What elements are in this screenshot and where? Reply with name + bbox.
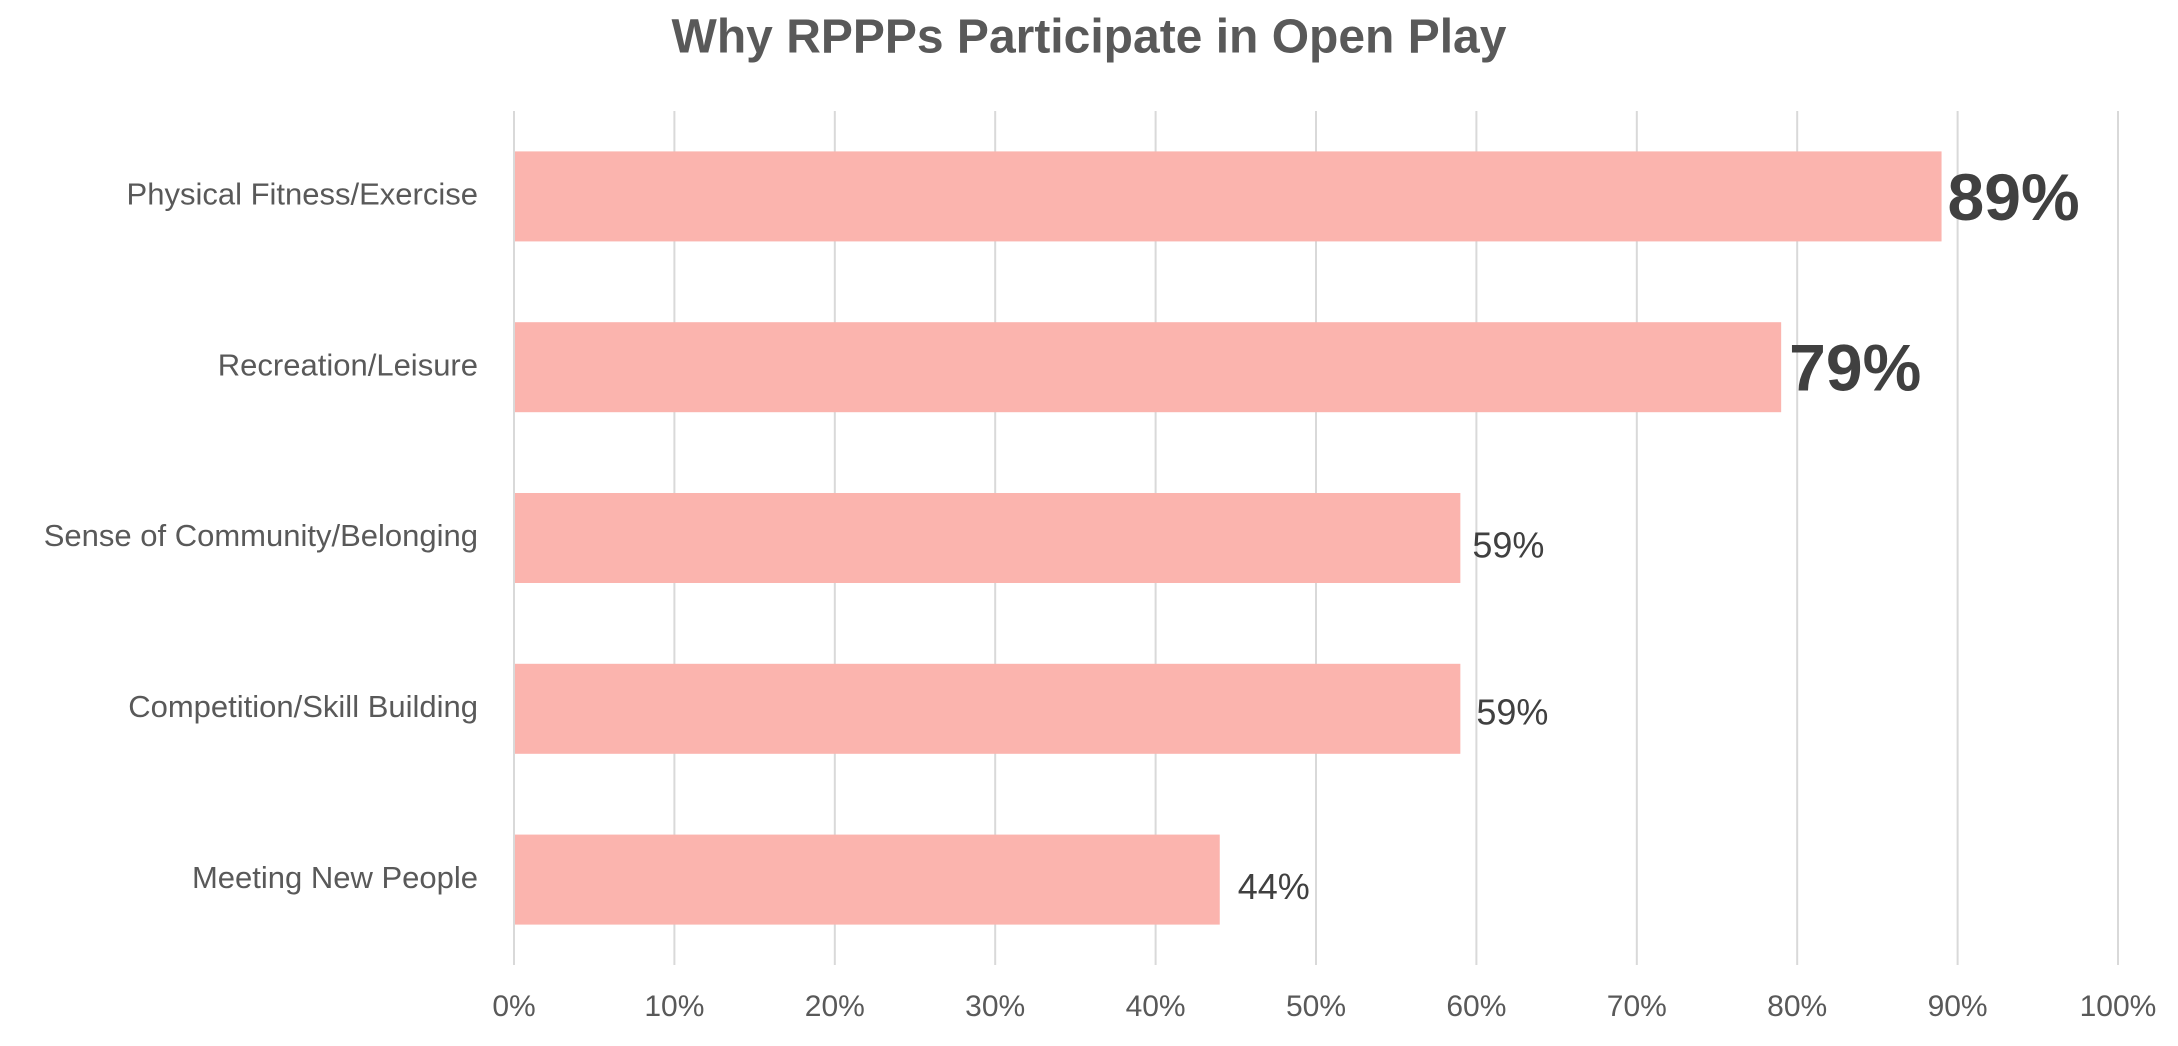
data-label: 59% xyxy=(1476,691,1548,732)
bar xyxy=(514,493,1461,583)
data-label: 59% xyxy=(1472,525,1544,566)
y-tick-label: Meeting New People xyxy=(192,860,478,895)
x-tick-label: 90% xyxy=(1928,990,1988,1023)
bar xyxy=(514,834,1220,925)
x-tick-label: 20% xyxy=(805,990,865,1023)
x-tick-label: 30% xyxy=(965,990,1025,1023)
x-tick-label: 100% xyxy=(2080,990,2157,1023)
x-tick-label: 0% xyxy=(492,990,535,1023)
y-tick-label: Recreation/Leisure xyxy=(218,347,478,382)
x-tick-label: 10% xyxy=(644,990,704,1023)
x-tick-label: 70% xyxy=(1607,990,1667,1023)
data-label: 89% xyxy=(1948,160,2080,234)
x-tick-label: 60% xyxy=(1446,990,1506,1023)
y-tick-label: Competition/Skill Building xyxy=(128,689,478,724)
data-label: 79% xyxy=(1789,331,1921,405)
x-tick-label: 50% xyxy=(1286,990,1346,1023)
data-label: 44% xyxy=(1238,866,1310,907)
bar xyxy=(514,151,1942,242)
x-tick-label: 40% xyxy=(1126,990,1186,1023)
y-tick-label: Physical Fitness/Exercise xyxy=(127,177,478,212)
chart-title: Why RPPPs Participate in Open Play xyxy=(672,11,1507,64)
y-tick-label: Sense of Community/Belonging xyxy=(44,518,478,553)
bar xyxy=(514,663,1461,754)
x-tick-label: 80% xyxy=(1767,990,1827,1023)
bar xyxy=(514,322,1782,413)
